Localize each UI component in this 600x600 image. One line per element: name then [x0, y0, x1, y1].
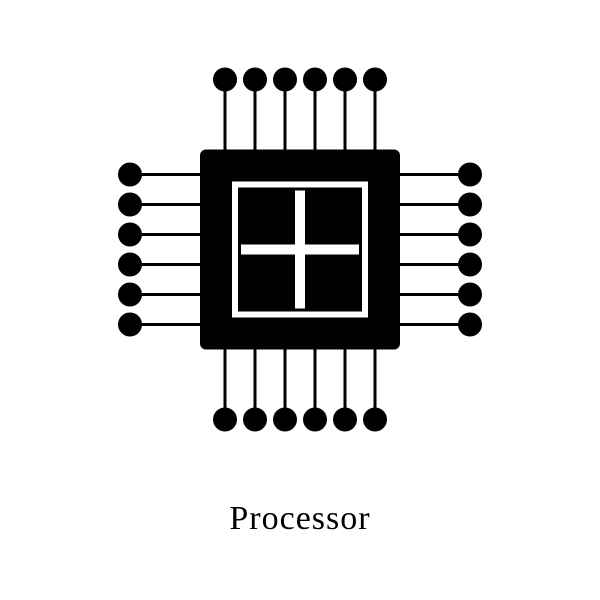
- canvas: Processor: [0, 0, 600, 600]
- icon-label: Processor: [229, 500, 370, 538]
- processor-icon: [100, 50, 500, 455]
